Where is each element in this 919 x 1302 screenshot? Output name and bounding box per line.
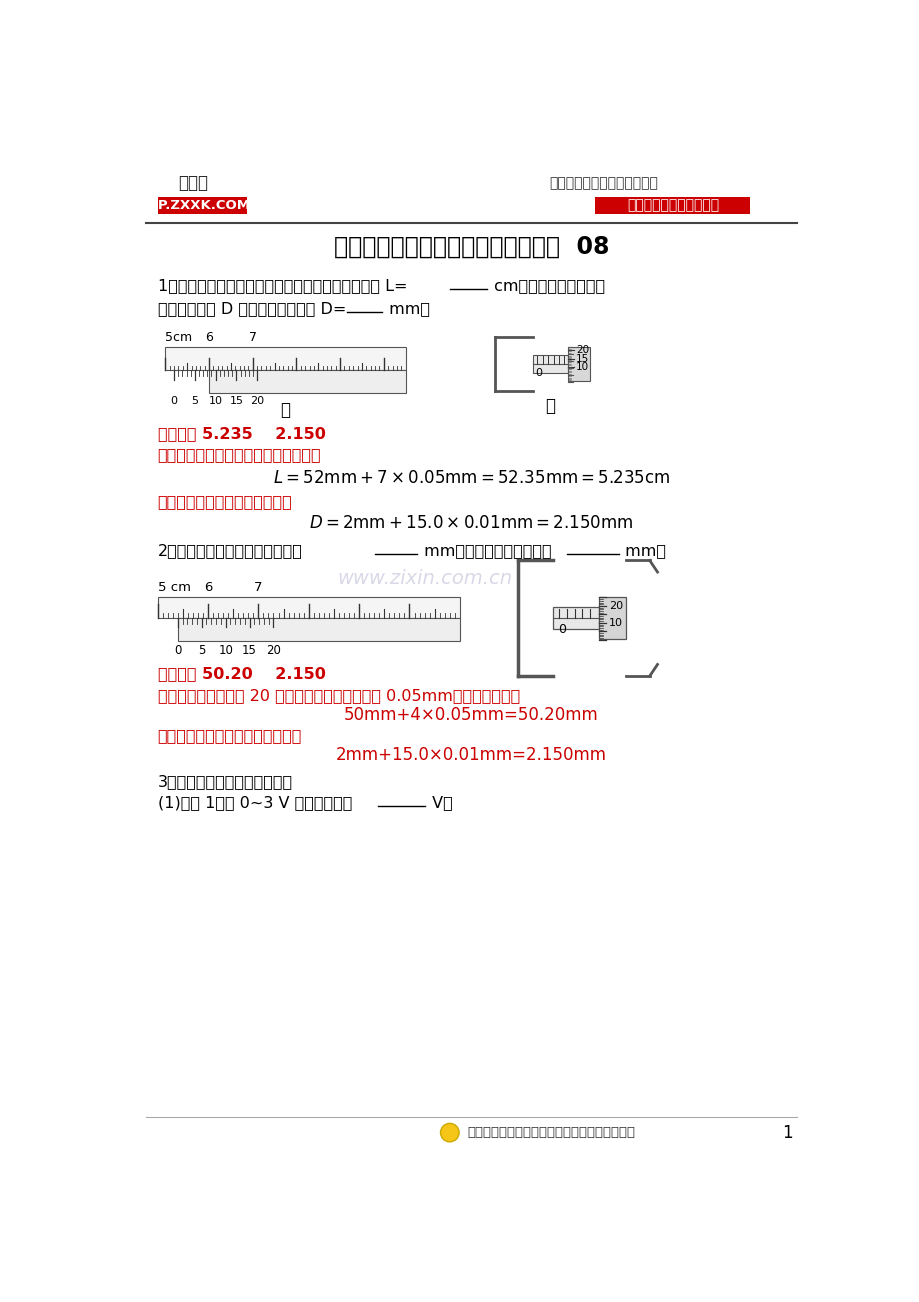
- Bar: [209, 370, 405, 393]
- Text: www.zixin.com.cn: www.zixin.com.cn: [337, 569, 512, 587]
- Text: mm。贝旋测微器的示数是: mm。贝旋测微器的示数是: [418, 543, 550, 559]
- Text: 3．正确读出图中各表的读数：: 3．正确读出图中各表的读数：: [157, 773, 292, 789]
- Text: 7: 7: [248, 331, 256, 344]
- Text: 0: 0: [535, 368, 541, 379]
- Text: 由图示贝旋测微器可知，其读数为: 由图示贝旋测微器可知，其读数为: [157, 729, 301, 743]
- Text: 5: 5: [198, 643, 205, 656]
- Text: 2mm+15.0×0.01mm=2.150mm: 2mm+15.0×0.01mm=2.150mm: [335, 746, 607, 764]
- Text: mm。: mm。: [619, 543, 665, 559]
- Text: 7: 7: [254, 581, 262, 594]
- Text: 10: 10: [209, 396, 222, 406]
- Text: cm；用贝旋测微器测得: cm；用贝旋测微器测得: [488, 279, 604, 293]
- Circle shape: [440, 1124, 459, 1142]
- Bar: [157, 596, 459, 618]
- Text: 20: 20: [266, 643, 280, 656]
- Text: 【解析】由甲图可读出游标卡尺读数为: 【解析】由甲图可读出游标卡尺读数为: [157, 448, 321, 462]
- Text: 常用仪器的读数和使用专项突破题集  08: 常用仪器的读数和使用专项突破题集 08: [334, 236, 608, 259]
- Text: 15: 15: [575, 354, 589, 363]
- Text: 5: 5: [191, 396, 199, 406]
- Bar: [598, 596, 626, 639]
- Text: 该材料的直径 D 如图乙所示，读数 D=: 该材料的直径 D 如图乙所示，读数 D=: [157, 301, 346, 316]
- Text: 0: 0: [174, 643, 181, 656]
- Text: 15: 15: [229, 396, 244, 406]
- Text: 学科网: 学科网: [178, 174, 209, 193]
- Text: $D = 2\mathrm{mm}+15.0\times 0.01\mathrm{mm} = 2.150\mathrm{mm}$: $D = 2\mathrm{mm}+15.0\times 0.01\mathrm…: [309, 514, 633, 531]
- Text: 6: 6: [204, 581, 212, 594]
- Text: mm；: mm；: [383, 301, 429, 316]
- Text: 【答案】 50.20    2.150: 【答案】 50.20 2.150: [157, 667, 325, 681]
- Text: 学科网原创，让学习更容易！: 学科网原创，让学习更容易！: [549, 176, 657, 190]
- Text: 【答案】 5.235    2.150: 【答案】 5.235 2.150: [157, 426, 325, 441]
- Bar: [165, 348, 405, 370]
- Text: V；: V；: [426, 796, 452, 811]
- Text: 甲: 甲: [280, 401, 290, 419]
- Text: 5 cm: 5 cm: [157, 581, 190, 594]
- Text: $L = 52\mathrm{mm} + 7\times 0.05\mathrm{mm} = 52.35\mathrm{mm} = 5.235\mathrm{c: $L = 52\mathrm{mm} + 7\times 0.05\mathrm…: [272, 469, 670, 487]
- Text: 1．用游标卡尺测得某材料的长度如图甲所示，读数 L=: 1．用游标卡尺测得某材料的长度如图甲所示，读数 L=: [157, 279, 407, 293]
- Text: 【解析】游标卡尺是 20 分度的卡尺，其分度値为 0.05mm，则图示读数为: 【解析】游标卡尺是 20 分度的卡尺，其分度値为 0.05mm，则图示读数为: [157, 687, 519, 703]
- Text: 1: 1: [782, 1124, 792, 1142]
- Text: 乙: 乙: [544, 397, 554, 415]
- Text: 20: 20: [250, 396, 264, 406]
- Text: 10: 10: [218, 643, 233, 656]
- Bar: [568, 348, 589, 381]
- Text: 由乙图可读出贝旋测微器读数为: 由乙图可读出贝旋测微器读数为: [157, 493, 292, 509]
- Text: 10: 10: [575, 362, 588, 372]
- Bar: [552, 608, 598, 629]
- Text: 5cm: 5cm: [165, 331, 192, 344]
- Text: 原创精品资源学科网独家享有版权，侵权必究！: 原创精品资源学科网独家享有版权，侵权必究！: [467, 1126, 635, 1139]
- Bar: [595, 197, 750, 214]
- Text: 2．如图所示，游标尺寸的示数是: 2．如图所示，游标尺寸的示数是: [157, 543, 302, 559]
- Text: 20: 20: [608, 602, 622, 611]
- Text: 15: 15: [242, 643, 256, 656]
- Text: 0: 0: [170, 396, 177, 406]
- Text: 50mm+4×0.05mm=50.20mm: 50mm+4×0.05mm=50.20mm: [344, 706, 598, 724]
- Text: 0: 0: [558, 622, 565, 635]
- Text: 20: 20: [575, 345, 588, 355]
- Text: (1)如图 1，接 0~3 V 量程时读数为: (1)如图 1，接 0~3 V 量程时读数为: [157, 796, 352, 811]
- Text: JP.ZXXK.COM: JP.ZXXK.COM: [153, 199, 251, 212]
- Bar: [533, 355, 568, 374]
- Bar: [177, 618, 460, 642]
- Text: 学科网精品频道全力推荐: 学科网精品频道全力推荐: [626, 198, 719, 212]
- Text: 6: 6: [205, 331, 213, 344]
- Text: 10: 10: [608, 618, 622, 628]
- Bar: [157, 197, 246, 214]
